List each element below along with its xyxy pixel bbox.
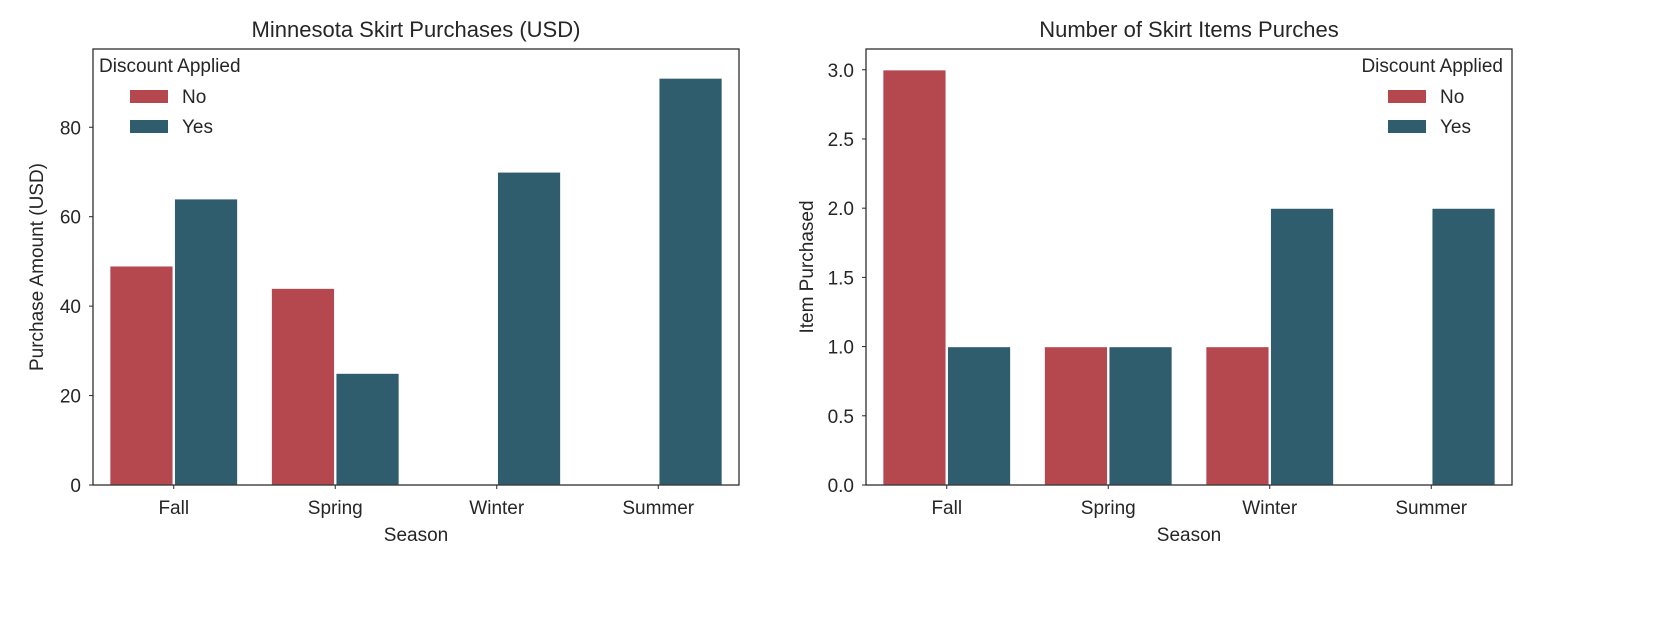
legend: Discount Applied No Yes — [1361, 56, 1503, 138]
bar-no-fall — [109, 265, 174, 486]
bar-no-spring — [1043, 345, 1109, 486]
x-tick-label: Fall — [158, 498, 189, 519]
legend-title: Discount Applied — [99, 56, 241, 77]
y-tick-label: 3.0 — [828, 61, 854, 82]
y-tick-label: 1.0 — [828, 338, 854, 359]
legend-label-yes: Yes — [182, 117, 213, 138]
plot-frame — [865, 48, 1513, 486]
bar-yes-spring — [335, 372, 400, 486]
bar-no-fall — [882, 69, 947, 486]
legend-swatch-no — [130, 90, 168, 103]
legend-label-no: No — [182, 87, 206, 108]
bar-yes-spring — [1108, 345, 1173, 486]
x-tick-label: Spring — [308, 498, 363, 519]
y-axis-label: Purchase Amount (USD) — [27, 163, 48, 371]
y-tick-label: 2.0 — [828, 199, 854, 220]
legend-label-no: No — [1440, 87, 1464, 108]
y-axis-label: Item Purchased — [797, 200, 818, 333]
bar-yes-fall — [173, 198, 239, 486]
legend-swatch-no — [1388, 90, 1426, 103]
chart-title: Minnesota Skirt Purchases (USD) — [252, 17, 581, 42]
bar-yes-fall — [946, 345, 1012, 486]
y-tick-label: 20 — [60, 387, 81, 408]
x-axis-label: Season — [384, 525, 448, 546]
plot-frame — [92, 48, 740, 486]
y-tick-label: 40 — [60, 297, 81, 318]
y-tick-label: 60 — [60, 208, 81, 229]
y-tick-label: 0.0 — [828, 476, 854, 497]
bar-yes-winter — [1269, 207, 1335, 486]
y-tick-label: 80 — [60, 118, 81, 139]
bar-yes-winter — [496, 171, 562, 486]
legend-swatch-yes — [130, 120, 168, 133]
x-tick-label: Summer — [622, 498, 694, 519]
x-tick-label: Winter — [1242, 498, 1298, 519]
bar-yes-summer — [1431, 207, 1496, 486]
chart-panel-items-purchased: Number of Skirt Items Purches Fall Spring W… — [797, 17, 1513, 546]
x-tick-label: Summer — [1395, 498, 1467, 519]
legend: Discount Applied No Yes — [99, 56, 241, 138]
y-tick-label: 1.5 — [828, 268, 854, 289]
legend-label-yes: Yes — [1440, 117, 1471, 138]
x-axis-label: Season — [1157, 525, 1221, 546]
legend-title: Discount Applied — [1361, 56, 1503, 77]
bar-no-winter — [1205, 345, 1270, 486]
x-tick-label: Winter — [469, 498, 525, 519]
y-tick-label: 0.5 — [828, 407, 854, 428]
legend-swatch-yes — [1388, 120, 1426, 133]
x-tick-label: Fall — [931, 498, 962, 519]
bar-yes-summer — [658, 77, 723, 486]
chart-title: Number of Skirt Items Purches — [1039, 17, 1339, 42]
y-tick-label: 0 — [70, 476, 81, 497]
bar-no-spring — [270, 287, 336, 486]
x-tick-label: Spring — [1081, 498, 1136, 519]
chart-panel-purchase-amount: Minnesota Skirt Purchases (USD) Fall Sprin… — [27, 17, 740, 546]
y-tick-label: 2.5 — [828, 130, 854, 151]
